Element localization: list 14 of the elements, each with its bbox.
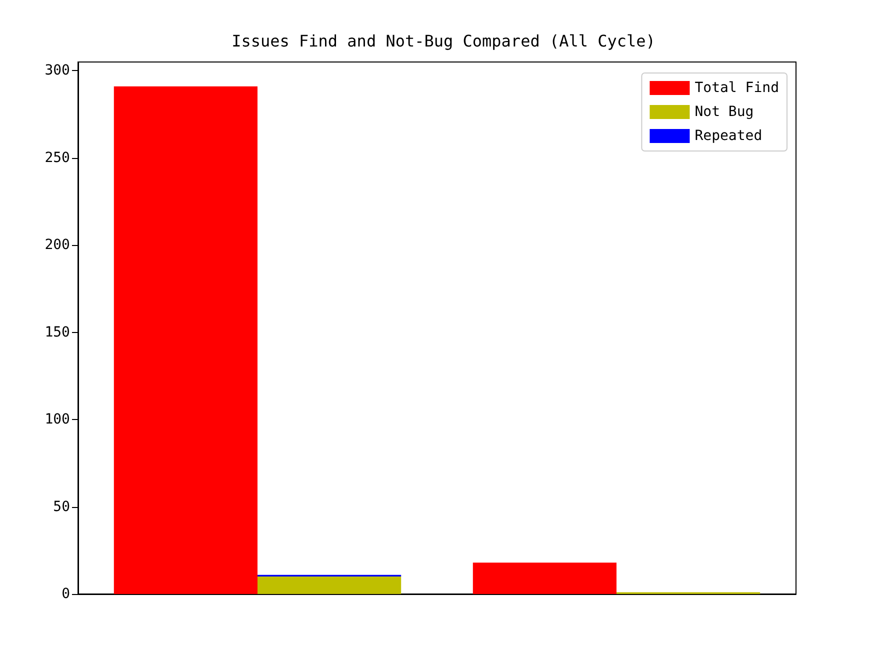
- y-tick-label: 300: [44, 62, 70, 79]
- y-tick-label: 150: [44, 324, 70, 340]
- bar: [472, 562, 616, 594]
- legend-label: Repeated: [694, 128, 762, 144]
- y-tick-label: 50: [53, 498, 70, 515]
- y-tick-label: 200: [44, 237, 70, 254]
- bar: [258, 576, 402, 594]
- y-tick-label: 0: [62, 586, 70, 602]
- legend-label: Total Find: [694, 80, 780, 96]
- y-tick-label: 100: [44, 412, 70, 428]
- y-tick-label: 250: [44, 150, 70, 166]
- chart-title: Issues Find and Not-Bug Compared (All Cycle): [232, 32, 656, 50]
- legend-label: Not Bug: [694, 104, 754, 120]
- bar: [114, 86, 258, 594]
